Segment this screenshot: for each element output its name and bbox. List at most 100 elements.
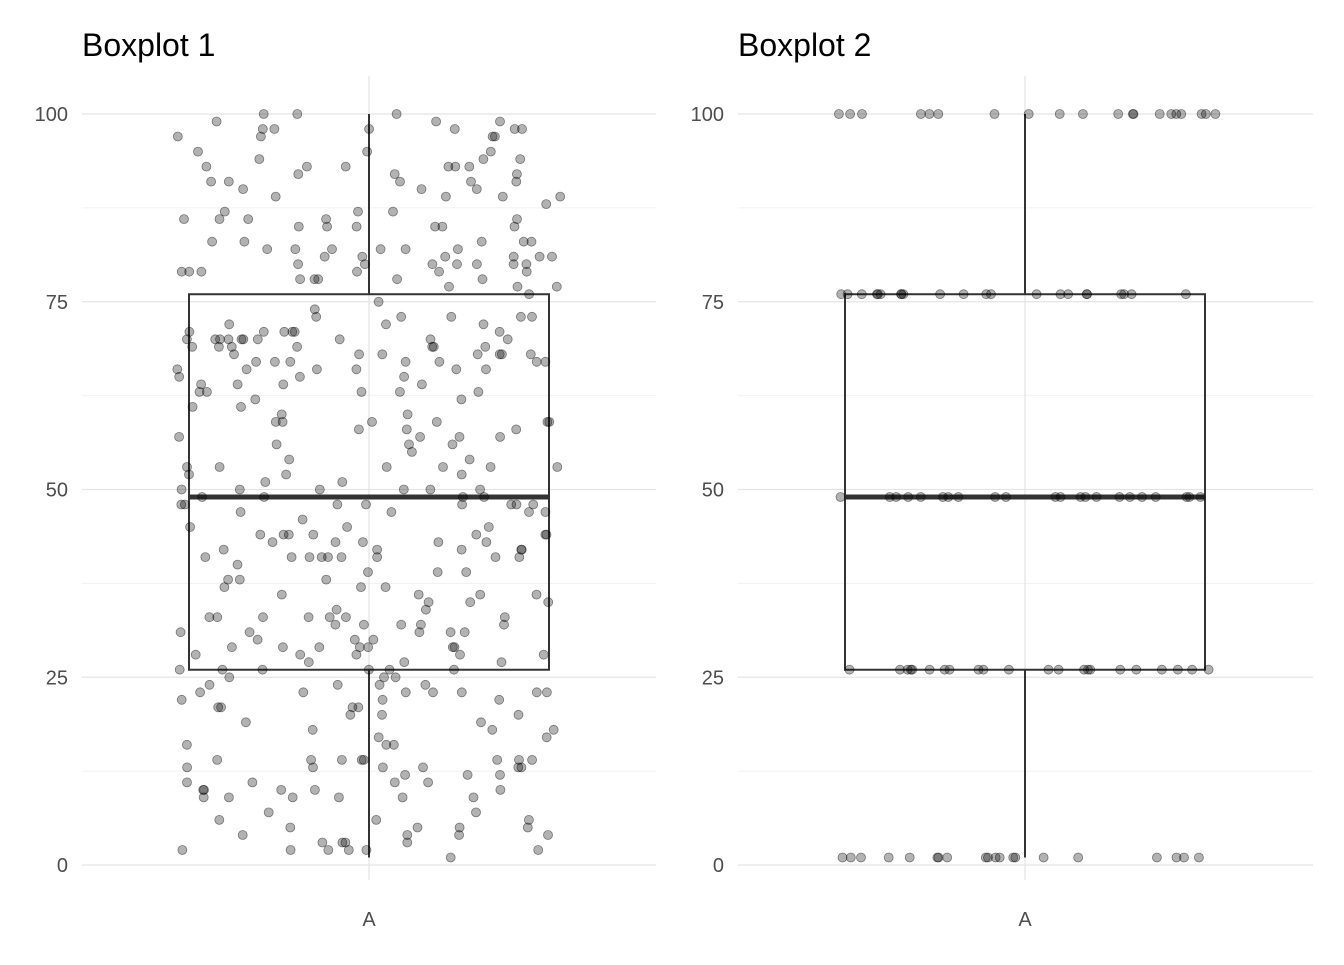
data-point xyxy=(323,845,334,855)
data-point xyxy=(425,484,436,495)
data-point xyxy=(924,109,935,119)
data-point xyxy=(547,251,557,262)
data-point xyxy=(363,567,373,577)
data-point xyxy=(388,206,398,217)
data-point xyxy=(1171,852,1182,863)
data-point xyxy=(359,259,370,270)
data-point xyxy=(1010,852,1021,863)
data-point xyxy=(449,642,460,653)
data-point xyxy=(311,364,322,375)
data-point xyxy=(836,289,847,300)
data-point xyxy=(883,852,894,863)
data-point xyxy=(190,649,201,660)
data-point xyxy=(194,386,205,397)
data-point xyxy=(449,664,459,675)
data-point xyxy=(495,770,505,780)
data-point xyxy=(281,469,292,480)
data-point xyxy=(176,499,187,510)
data-point xyxy=(943,492,954,502)
data-point xyxy=(277,642,288,653)
data-point xyxy=(495,785,506,795)
data-point xyxy=(468,792,479,803)
data-point xyxy=(449,124,460,134)
data-point xyxy=(250,394,261,405)
data-point xyxy=(433,537,444,547)
data-point xyxy=(270,416,281,427)
data-point xyxy=(1050,492,1061,502)
data-point xyxy=(213,702,224,713)
data-point xyxy=(1157,664,1167,675)
data-point xyxy=(1150,492,1161,502)
data-point xyxy=(187,341,198,352)
data-point xyxy=(450,161,461,172)
data-point xyxy=(389,777,400,788)
data-point xyxy=(415,619,426,630)
data-point xyxy=(176,694,187,705)
data-point xyxy=(351,364,362,375)
data-point xyxy=(428,687,438,698)
data-point xyxy=(1210,109,1221,119)
data-point xyxy=(935,289,945,300)
data-point xyxy=(174,431,185,442)
data-point xyxy=(465,597,476,608)
data-point xyxy=(363,664,374,675)
data-point xyxy=(522,822,533,833)
data-point xyxy=(195,687,206,698)
data-point xyxy=(1031,289,1042,300)
data-point xyxy=(541,732,552,743)
data-point xyxy=(456,544,467,555)
data-point xyxy=(304,552,315,562)
data-point xyxy=(391,109,402,119)
data-point xyxy=(181,739,192,750)
data-point xyxy=(506,499,517,510)
data-point xyxy=(244,627,255,638)
data-point xyxy=(513,762,524,773)
data-point xyxy=(1053,664,1064,675)
data-point xyxy=(241,364,252,375)
data-point xyxy=(516,311,526,322)
data-point xyxy=(276,785,287,795)
data-point xyxy=(321,214,332,225)
data-point xyxy=(1081,289,1092,300)
data-point xyxy=(293,221,304,232)
data-point xyxy=(406,446,417,457)
data-point xyxy=(481,364,491,375)
data-point xyxy=(454,822,465,833)
data-point xyxy=(1113,109,1124,119)
data-point xyxy=(292,109,303,119)
data-point xyxy=(958,289,969,300)
data-point xyxy=(347,702,358,713)
data-point xyxy=(916,109,926,119)
data-point xyxy=(511,499,522,510)
data-point xyxy=(373,732,384,743)
data-point xyxy=(978,664,989,675)
data-point xyxy=(907,664,918,675)
data-point xyxy=(289,326,300,337)
data-point xyxy=(386,507,397,517)
data-point xyxy=(1195,492,1206,502)
data-point xyxy=(428,341,439,352)
data-point xyxy=(287,326,298,337)
data-point xyxy=(1154,109,1165,119)
data-point xyxy=(459,627,470,638)
data-point xyxy=(352,266,362,277)
data-point xyxy=(872,289,883,300)
data-point xyxy=(285,845,296,855)
data-point xyxy=(340,837,351,848)
data-point xyxy=(247,777,258,788)
data-point xyxy=(333,792,344,803)
data-point xyxy=(1128,109,1139,119)
data-point xyxy=(502,334,513,345)
y-tick-label: 50 xyxy=(702,480,724,502)
data-point xyxy=(251,356,262,367)
data-point xyxy=(345,709,356,720)
data-point xyxy=(364,124,375,134)
data-point xyxy=(447,439,458,450)
x-tick-label: A xyxy=(362,909,376,931)
data-point xyxy=(372,544,383,555)
data-point xyxy=(534,251,545,262)
data-point xyxy=(1001,492,1011,502)
data-point xyxy=(452,244,463,255)
data-point xyxy=(201,386,212,397)
data-point xyxy=(184,469,194,480)
